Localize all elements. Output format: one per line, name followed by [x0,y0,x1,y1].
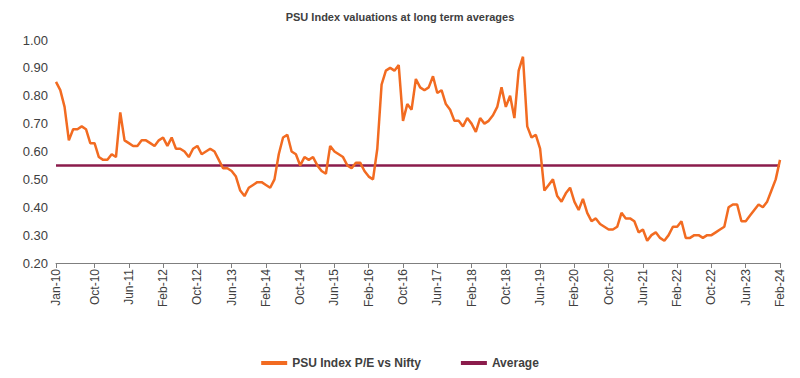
svg-text:0.70: 0.70 [23,116,48,131]
svg-text:1.00: 1.00 [23,33,48,48]
svg-text:Jun-17: Jun-17 [430,269,444,306]
svg-text:Oct-22: Oct-22 [704,269,718,305]
svg-text:Jun-23: Jun-23 [739,269,753,306]
svg-text:Feb-12: Feb-12 [156,269,170,307]
svg-text:0.30: 0.30 [23,228,48,243]
svg-text:0.50: 0.50 [23,172,48,187]
svg-text:Jun-11: Jun-11 [122,269,136,305]
svg-text:Feb-22: Feb-22 [670,269,684,307]
svg-text:Feb-20: Feb-20 [567,269,581,307]
svg-text:PSU Index valuations at long t: PSU Index valuations at long term averag… [286,11,515,23]
svg-text:Oct-12: Oct-12 [190,269,204,305]
svg-text:Oct-18: Oct-18 [499,269,513,305]
svg-text:Jun-19: Jun-19 [533,269,547,306]
svg-text:Jun-15: Jun-15 [327,269,341,306]
svg-text:Feb-14: Feb-14 [259,269,273,307]
svg-text:0.60: 0.60 [23,144,48,159]
svg-text:Oct-20: Oct-20 [602,269,616,305]
svg-text:Oct-16: Oct-16 [396,269,410,305]
svg-text:Feb-18: Feb-18 [465,269,479,307]
svg-text:Average: Average [492,356,539,370]
svg-text:Feb-16: Feb-16 [362,269,376,307]
svg-text:0.80: 0.80 [23,88,48,103]
svg-text:Oct-10: Oct-10 [88,269,102,305]
svg-text:PSU Index P/E vs Nifty: PSU Index P/E vs Nifty [292,356,421,370]
svg-text:0.40: 0.40 [23,200,48,215]
svg-text:Oct-14: Oct-14 [293,269,307,305]
svg-text:0.90: 0.90 [23,60,48,75]
svg-text:Jun-13: Jun-13 [225,269,239,306]
svg-text:0.20: 0.20 [23,256,48,271]
svg-text:Feb-24: Feb-24 [773,269,787,307]
svg-text:Jun-21: Jun-21 [636,269,650,306]
svg-text:Jan-10: Jan-10 [49,269,63,306]
